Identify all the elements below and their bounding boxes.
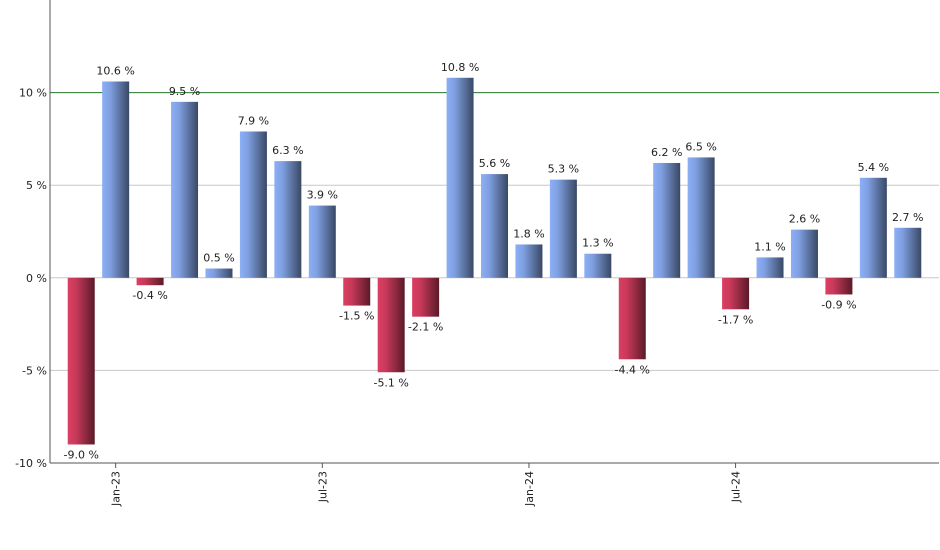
value-label: 2.6 % [789,213,820,226]
value-label: 6.3 % [272,144,303,157]
value-label: 7.9 % [238,114,269,127]
bar [825,277,853,295]
bar [67,277,95,445]
bar [205,268,233,278]
y-tick-label: 10 % [19,87,47,100]
bar [102,81,130,278]
bar [412,277,440,317]
bar [722,277,750,310]
value-label: 5.6 % [479,157,510,170]
value-label: 5.3 % [548,163,579,176]
value-label: -5.1 % [373,376,408,389]
bar [687,157,715,278]
value-label: 3.9 % [307,189,338,202]
y-tick-label: -10 % [15,457,47,470]
bar [343,277,371,306]
value-label: -9.0 % [64,448,99,461]
value-label: 6.5 % [685,140,716,153]
value-label: -0.9 % [821,298,856,311]
bar [584,253,612,278]
value-label: -0.4 % [132,289,167,302]
value-label: 9.5 % [169,85,200,98]
bar [894,227,922,278]
bar [239,131,267,278]
bar [859,177,887,278]
value-label: 1.1 % [754,240,785,253]
bar [274,161,302,278]
value-label: -1.5 % [339,310,374,323]
value-label: 6.2 % [651,146,682,159]
bar [136,277,164,286]
y-tick-label: 0 % [26,272,47,285]
value-label: 1.3 % [582,237,613,250]
bar [790,229,818,278]
bar [756,257,784,278]
bar [618,277,646,360]
value-label: 2.7 % [892,211,923,224]
value-label: 1.8 % [513,227,544,240]
value-label: 10.8 % [441,61,479,74]
value-label: 10.6 % [96,64,134,77]
bar [377,277,405,373]
bar [308,205,336,278]
value-label: -2.1 % [408,321,443,334]
bar [481,174,508,278]
x-tick-label: Jan-24 [523,471,536,507]
value-label: 5.4 % [858,161,889,174]
y-tick-label: -5 % [22,364,47,377]
bar [446,77,474,278]
value-label: -4.4 % [615,363,650,376]
bar [549,179,577,278]
bar [515,244,543,278]
bar [171,101,199,278]
x-tick-label: Jul-23 [316,471,329,503]
bar [653,162,681,278]
x-tick-label: Jul-24 [730,471,743,503]
x-tick-label: Jan-23 [110,471,123,507]
value-label: -1.7 % [718,313,753,326]
value-label: 0.5 % [203,252,234,265]
y-tick-label: 5 % [26,179,47,192]
